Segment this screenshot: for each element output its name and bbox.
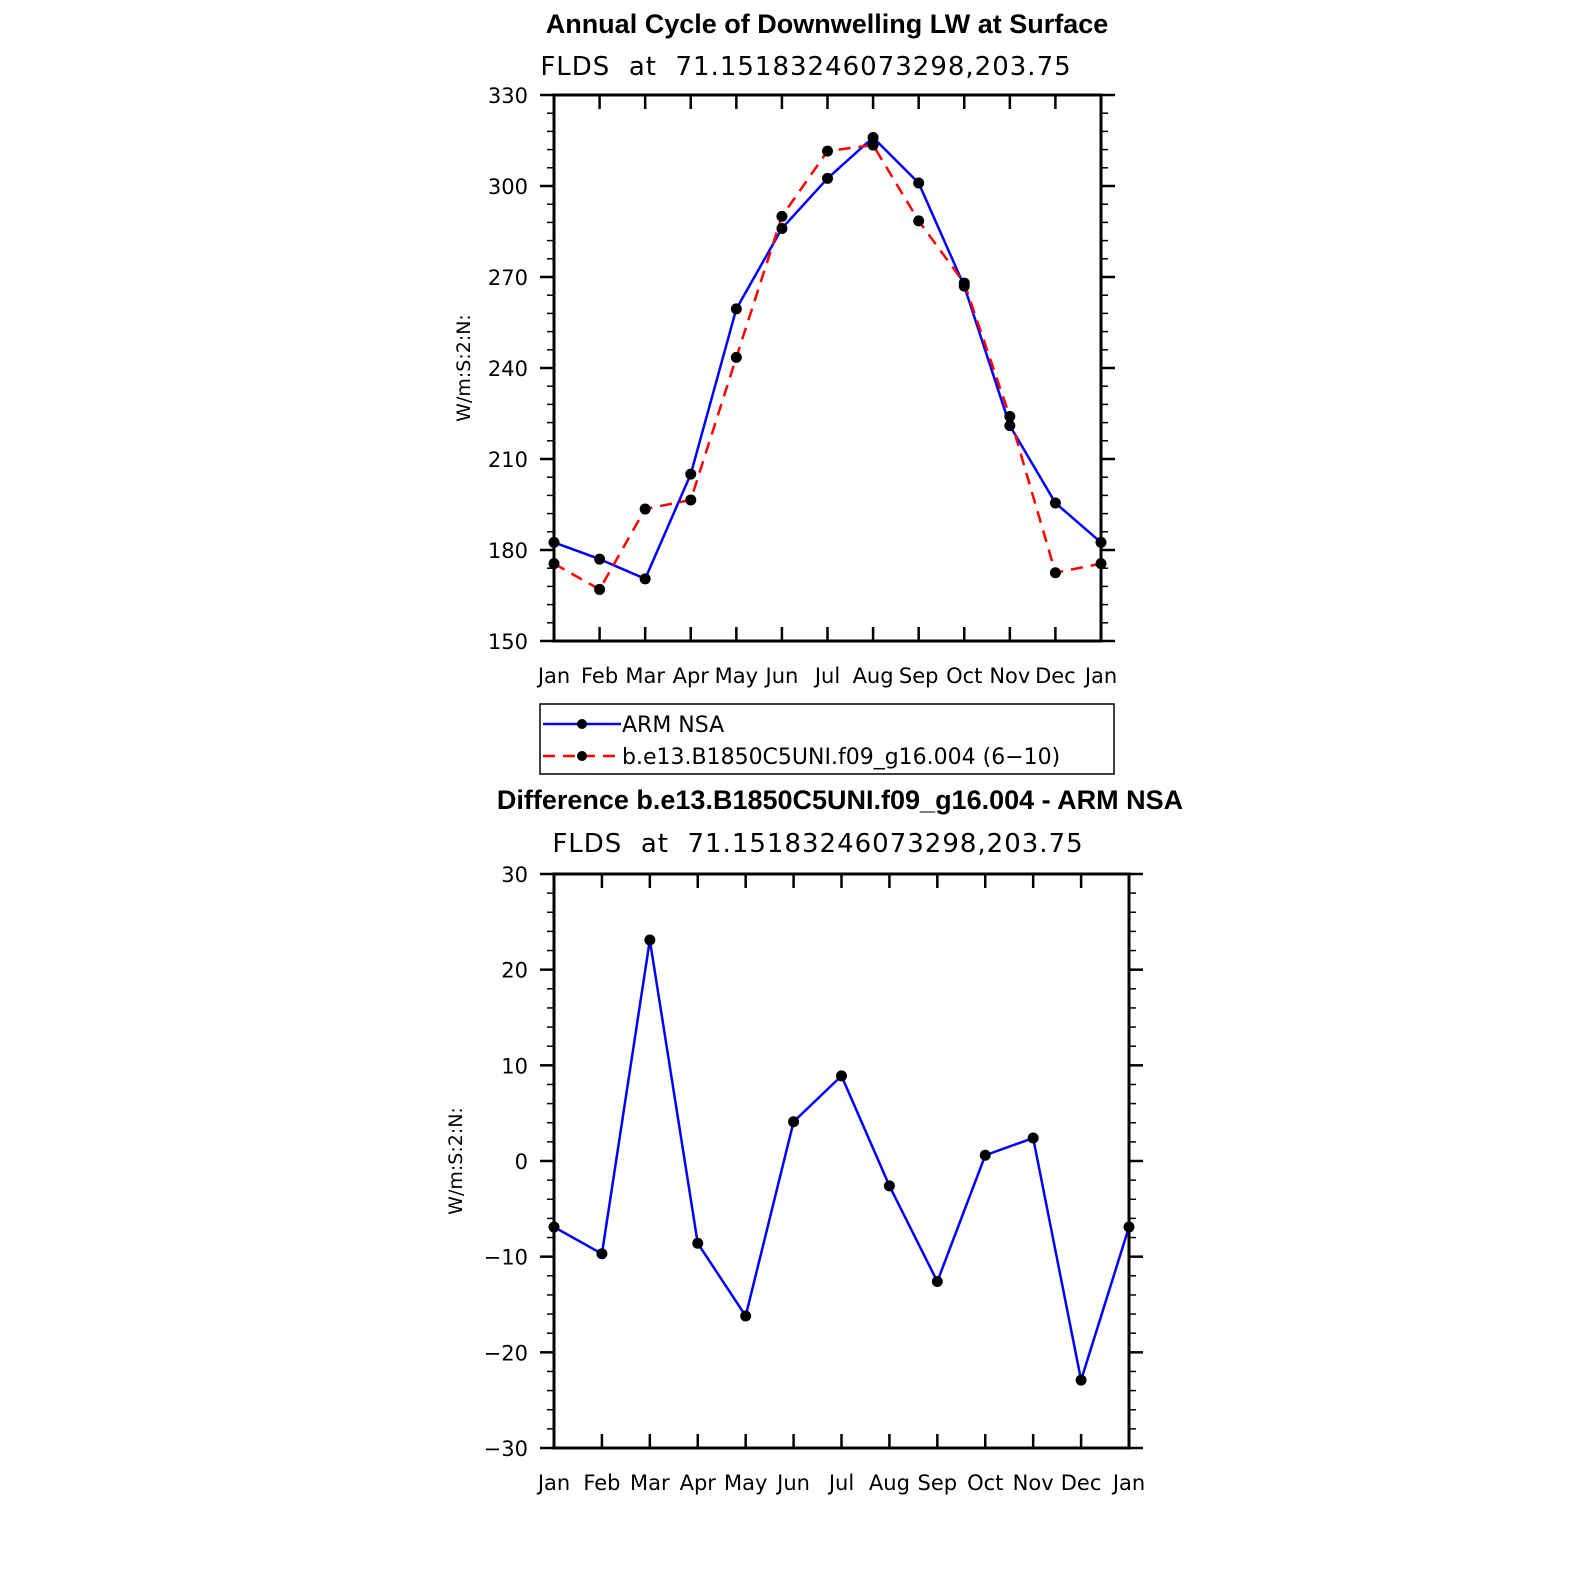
chart1-y-tick-label: 180	[488, 539, 528, 563]
chart2-series-0-point	[1027, 1132, 1039, 1144]
annual-cycle-chart: Annual Cycle of Downwelling LW at Surfac…	[453, 9, 1117, 688]
chart2-title: Difference b.e13.B1850C5UNI.f09_g16.004 …	[497, 785, 1183, 815]
chart2-x-tick-label: Sep	[918, 1471, 958, 1495]
chart2-x-tick-label: May	[724, 1471, 767, 1495]
chart1-x-tick-label: Oct	[946, 664, 982, 688]
chart2-x-tick-label: Apr	[680, 1471, 717, 1495]
chart1-series-1-point	[685, 494, 697, 506]
chart1-series-1-point	[822, 145, 833, 157]
chart2-y-axis-label: W/m:S:2:N:	[445, 1107, 467, 1215]
legend-box	[539, 703, 1115, 775]
chart2-x-tick-label: Jun	[775, 1471, 810, 1495]
chart2-series-0-point	[644, 934, 656, 946]
chart2-x-tick-label: Jan	[1111, 1471, 1145, 1495]
chart1-y-tick-label: 330	[488, 84, 528, 108]
chart1-y-tick-label: 270	[488, 266, 528, 290]
chart2-series-0-point	[692, 1237, 704, 1249]
chart1-x-tick-label: Jul	[813, 664, 840, 688]
chart2-plot-frame	[552, 872, 1131, 1450]
chart1-series-0-point	[913, 177, 925, 189]
chart2-y-tick-label: 10	[501, 1054, 528, 1078]
legend-marker-model	[577, 751, 587, 761]
chart1-x-tick-label: Jan	[536, 664, 570, 688]
chart1-x-tick-label: Jan	[1083, 664, 1117, 688]
chart2-x-tick-label: Feb	[583, 1471, 620, 1495]
chart1-x-tick-label: Feb	[581, 664, 618, 688]
chart2-x-tick-label: Oct	[967, 1471, 1003, 1495]
chart2-subtitle: FLDS at 71.15183246073298,203.75	[552, 829, 1083, 859]
chart1-y-tick-label: 210	[488, 448, 528, 472]
chart1-series-1-point	[1049, 567, 1061, 579]
chart1-series-0-point	[639, 573, 651, 585]
legend: ARM NSA b.e13.B1850C5UNI.f09_g16.004 (6−…	[539, 703, 1115, 775]
chart1-series-1-point	[867, 139, 879, 151]
chart1-x-tick-label: Aug	[853, 664, 894, 688]
chart2-series-0-point	[740, 1310, 752, 1322]
chart2-y-tick-label: −30	[484, 1437, 528, 1461]
chart1-y-tick-label: 300	[488, 175, 528, 199]
chart2-y-tick-label: 0	[515, 1150, 528, 1174]
chart1-series-1-point	[594, 583, 606, 595]
chart2-series-0-point	[931, 1276, 943, 1288]
chart1-title: Annual Cycle of Downwelling LW at Surfac…	[546, 9, 1109, 39]
chart1-x-tick-label: Apr	[673, 664, 710, 688]
chart1-series-1-point	[776, 210, 788, 222]
chart1-x-tick-label: Mar	[625, 664, 665, 688]
difference-chart: Difference b.e13.B1850C5UNI.f09_g16.004 …	[445, 785, 1183, 1495]
chart1-series-1-point	[1004, 411, 1016, 423]
chart2-x-tick-label: Jul	[827, 1471, 854, 1495]
legend-label-model: b.e13.B1850C5UNI.f09_g16.004 (6−10)	[622, 745, 1060, 770]
chart2-y-tick-label: −20	[484, 1341, 528, 1365]
chart2-series-0-point	[979, 1149, 991, 1161]
chart1-series-0-point	[685, 468, 697, 480]
chart1-series-0-point	[730, 303, 742, 315]
legend-marker-arm-nsa	[577, 719, 587, 729]
chart2-x-tick-label: Nov	[1013, 1471, 1054, 1495]
chart1-y-tick-label: 240	[488, 357, 528, 381]
chart2-series-0-point	[1075, 1374, 1087, 1386]
chart1-series-0-point	[776, 222, 788, 234]
chart1-subtitle: FLDS at 71.15183246073298,203.75	[540, 52, 1071, 82]
chart2-y-tick-label: 20	[501, 959, 528, 983]
chart1-y-axis-label: W/m:S:2:N:	[453, 314, 475, 422]
chart2-series-line-0	[553, 938, 1131, 1382]
chart2-series-0-point	[883, 1180, 895, 1192]
chart1-x-tick-label: Dec	[1035, 664, 1076, 688]
chart1-series-1-point	[639, 503, 651, 515]
chart2-x-tick-label: Aug	[869, 1471, 910, 1495]
chart1-series-0-point	[822, 172, 833, 184]
chart2-y-tick-label: 30	[501, 863, 528, 887]
chart2-y-tick-label: −10	[484, 1246, 528, 1270]
chart1-series-0-point	[867, 131, 879, 143]
chart1-series-1-point	[958, 277, 970, 289]
chart2-x-tick-label: Dec	[1061, 1471, 1102, 1495]
legend-label-arm-nsa: ARM NSA	[622, 713, 724, 738]
chart2-series-0-point	[788, 1116, 800, 1128]
chart1-series-0-point	[1049, 497, 1061, 509]
chart1-series-1-point	[913, 215, 925, 227]
chart2-x-tick-label: Mar	[630, 1471, 670, 1495]
chart1-series-0-point	[594, 553, 606, 565]
chart1-x-tick-label: May	[715, 664, 758, 688]
chart1-series-line-0	[553, 136, 1102, 581]
chart1-plot-frame	[552, 93, 1103, 643]
chart2-x-tick-label: Jan	[536, 1471, 570, 1495]
chart2-series-0-point	[836, 1070, 847, 1082]
chart1-x-tick-label: Sep	[899, 664, 939, 688]
chart1-y-tick-label: 150	[488, 630, 528, 654]
chart2-series-0-point	[596, 1248, 608, 1260]
chart1-x-tick-label: Jun	[764, 664, 799, 688]
chart1-series-0-point	[1004, 420, 1016, 432]
chart1-x-tick-label: Nov	[989, 664, 1030, 688]
chart1-series-line-1	[553, 143, 1102, 591]
chart1-series-1-point	[730, 351, 742, 363]
